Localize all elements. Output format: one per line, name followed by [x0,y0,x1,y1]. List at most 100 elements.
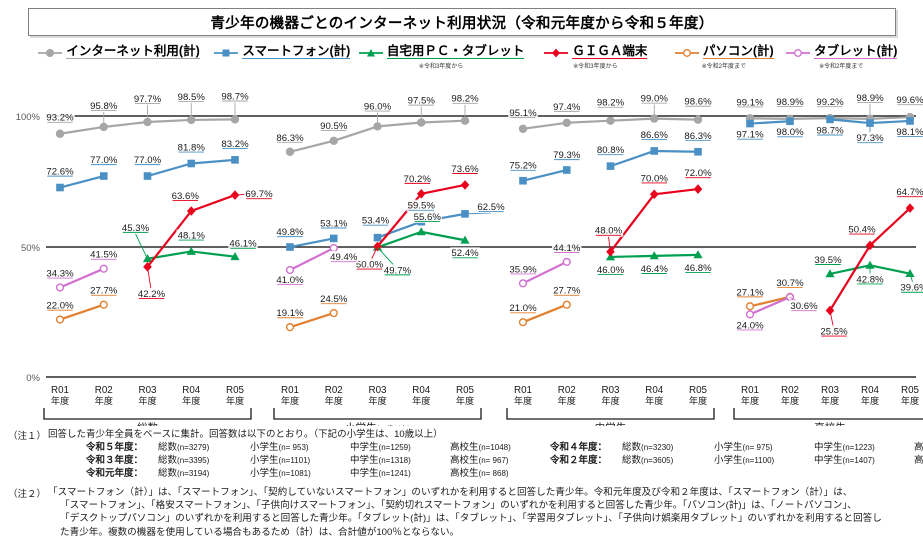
data-point-marker[interactable] [906,117,914,125]
data-point-marker[interactable] [518,279,528,288]
group-bracket [43,408,252,420]
data-label: 98.7% [816,125,844,136]
legend-tablet-total[interactable]: タブレット(計) ※令和2年度まで [783,44,900,70]
label-halo [508,302,538,315]
data-point-marker[interactable] [693,184,703,194]
data-point-marker[interactable] [329,243,338,253]
data-point-marker[interactable] [143,172,152,180]
data-point-marker[interactable] [55,315,65,324]
data-point-marker[interactable] [865,260,875,269]
data-point-marker[interactable] [329,234,338,243]
label-halo [402,172,432,185]
legend-home-pc-tablet[interactable]: 自宅用ＰＣ・タブレット ※令和3年度から [357,44,526,70]
data-point-marker[interactable] [461,210,469,218]
x-axis-tick-sublabel: 年度 [821,395,839,406]
data-point-marker[interactable] [99,122,108,132]
data-point-marker[interactable] [230,115,240,124]
data-point-marker[interactable] [905,203,915,213]
data-point-marker[interactable] [786,117,794,126]
label-halo [382,264,413,277]
data-point-marker[interactable] [606,162,615,170]
data-point-marker[interactable] [649,189,659,200]
data-point-marker[interactable] [694,147,702,156]
series-line [58,303,105,321]
data-point-marker[interactable] [285,147,295,156]
note-1-right-cell-high: 高校生(n=1019) [914,442,923,453]
legend-smartphone-total[interactable]: スマートフォン(計) [207,44,356,59]
label-halo [815,124,845,137]
data-point-marker[interactable] [746,119,754,128]
data-point-marker[interactable] [649,251,659,260]
data-point-marker[interactable] [186,206,196,216]
data-point-marker[interactable] [99,264,108,273]
note-1-intro: 回答した青少年全員をベースに集計。回答数は以下のとおり。（下記の小学生は、10歳… [48,429,443,440]
legend-row: スマートフォン(計) [213,44,351,59]
label-halo [120,221,151,234]
label-halo [406,94,436,107]
legend-giga-terminal[interactable]: ＧＩＧＡ端末 ※令和3年度から [526,44,665,70]
label-halo [855,273,885,286]
label-leader-line [608,236,611,252]
data-point-marker[interactable] [99,172,108,180]
data-point-marker[interactable] [562,300,571,309]
note-1-cell-elem: 小学生(n=1101) [250,455,311,466]
data-point-marker[interactable] [55,283,65,292]
data-point-marker[interactable] [460,180,470,190]
legend-internet-total[interactable]: インターネット利用(計) [30,44,207,59]
data-point-marker[interactable] [562,118,571,127]
data-point-marker[interactable] [518,124,528,133]
data-point-marker[interactable] [460,235,470,244]
circle-filled-icon [37,46,63,58]
data-label: 53.1% [320,218,348,229]
data-point-marker[interactable] [518,318,528,327]
data-label: 93.2% [46,113,74,124]
legend-label: タブレット(計) [814,44,898,59]
data-point-marker[interactable] [55,129,65,138]
label-halo [735,128,765,141]
data-point-marker[interactable] [285,265,295,275]
data-point-marker[interactable] [745,310,755,319]
label-halo [406,199,436,212]
data-point-marker[interactable] [286,243,294,251]
data-point-marker[interactable] [693,250,703,259]
label-halo [813,253,843,266]
x-axis-tick-label: R03 [602,385,621,396]
data-point-marker[interactable] [826,115,834,124]
data-point-marker[interactable] [373,122,382,131]
data-point-marker[interactable] [186,246,196,255]
data-point-marker[interactable] [650,147,659,155]
data-point-marker[interactable] [519,176,527,185]
data-point-marker[interactable] [562,257,571,266]
data-point-marker[interactable] [231,156,239,164]
label-halo [683,129,713,142]
data-point-marker[interactable] [416,227,426,236]
data-label: 39.6% [900,283,923,294]
data-label: 95.8% [90,101,118,112]
label-halo [552,241,582,254]
data-label: 81.8% [178,143,206,154]
note-1-right-cell-year: 令和４年度： [550,442,608,453]
label-leader-line [464,212,492,215]
data-point-marker[interactable] [606,116,615,125]
data-point-marker[interactable] [99,300,108,309]
data-point-marker[interactable] [230,252,240,261]
data-point-marker[interactable] [56,183,64,192]
x-axis-tick-sublabel: 年度 [226,395,244,406]
legend-label: インターネット利用(計) [66,44,200,59]
data-point-marker[interactable] [187,159,196,168]
data-point-marker[interactable] [329,136,338,145]
chart-svg: 100% 50% 0% 93.2% 95.8% 97.7% 98.5% 98.7% 72.6% 7… [16,90,923,434]
data-point-marker[interactable] [562,166,571,174]
data-point-marker[interactable] [329,308,338,318]
data-point-marker[interactable] [825,269,835,278]
legend-pc-total[interactable]: パソコン(計) ※令和2年度まで [665,44,782,70]
label-halo [132,154,163,167]
data-point-marker[interactable] [905,269,915,278]
data-point-marker[interactable] [373,233,382,242]
label-halo [639,128,669,141]
data-point-marker[interactable] [866,119,874,127]
data-point-marker[interactable] [693,115,703,124]
data-point-marker[interactable] [745,302,755,311]
data-point-marker[interactable] [865,240,875,251]
data-point-marker[interactable] [285,323,295,332]
